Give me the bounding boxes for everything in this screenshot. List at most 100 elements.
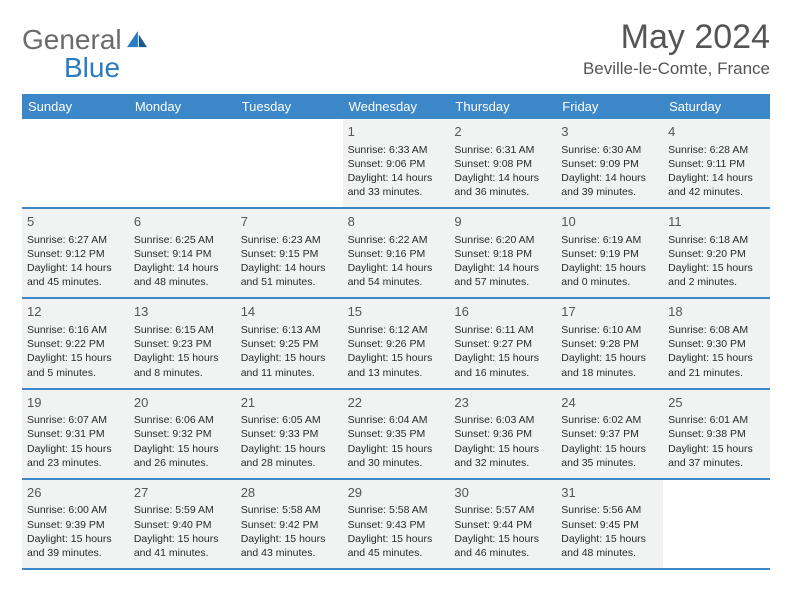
day-number: 24 — [561, 394, 658, 412]
sunrise-text: Sunrise: 5:58 AM — [348, 503, 445, 517]
day-number: 2 — [454, 123, 551, 141]
day-number: 18 — [668, 303, 765, 321]
daylight-text: Daylight: 15 hours and 5 minutes. — [27, 351, 124, 379]
day-cell: 9Sunrise: 6:20 AMSunset: 9:18 PMDaylight… — [449, 209, 556, 297]
sunrise-text: Sunrise: 6:12 AM — [348, 323, 445, 337]
day-number: 10 — [561, 213, 658, 231]
day-of-week-row: SundayMondayTuesdayWednesdayThursdayFrid… — [22, 94, 770, 119]
sunset-text: Sunset: 9:23 PM — [134, 337, 231, 351]
sunset-text: Sunset: 9:12 PM — [27, 247, 124, 261]
logo: GeneralBlue — [22, 18, 149, 82]
day-number: 21 — [241, 394, 338, 412]
sail-icon — [125, 26, 149, 54]
sunset-text: Sunset: 9:37 PM — [561, 427, 658, 441]
daylight-text: Daylight: 15 hours and 23 minutes. — [27, 442, 124, 470]
sunrise-text: Sunrise: 6:00 AM — [27, 503, 124, 517]
daylight-text: Daylight: 15 hours and 18 minutes. — [561, 351, 658, 379]
daylight-text: Daylight: 15 hours and 35 minutes. — [561, 442, 658, 470]
sunset-text: Sunset: 9:14 PM — [134, 247, 231, 261]
day-cell: 23Sunrise: 6:03 AMSunset: 9:36 PMDayligh… — [449, 390, 556, 478]
month-title: May 2024 — [583, 18, 770, 57]
day-number: 19 — [27, 394, 124, 412]
day-cell: 15Sunrise: 6:12 AMSunset: 9:26 PMDayligh… — [343, 299, 450, 387]
header: GeneralBlue May 2024 Beville-le-Comte, F… — [22, 18, 770, 82]
sunrise-text: Sunrise: 6:20 AM — [454, 233, 551, 247]
dow-sunday: Sunday — [22, 94, 129, 119]
sunrise-text: Sunrise: 5:59 AM — [134, 503, 231, 517]
day-cell: 10Sunrise: 6:19 AMSunset: 9:19 PMDayligh… — [556, 209, 663, 297]
sunset-text: Sunset: 9:32 PM — [134, 427, 231, 441]
sunset-text: Sunset: 9:31 PM — [27, 427, 124, 441]
daylight-text: Daylight: 15 hours and 48 minutes. — [561, 532, 658, 560]
sunset-text: Sunset: 9:22 PM — [27, 337, 124, 351]
daylight-text: Daylight: 14 hours and 51 minutes. — [241, 261, 338, 289]
sunset-text: Sunset: 9:20 PM — [668, 247, 765, 261]
daylight-text: Daylight: 15 hours and 28 minutes. — [241, 442, 338, 470]
sunset-text: Sunset: 9:11 PM — [668, 157, 765, 171]
sunrise-text: Sunrise: 6:18 AM — [668, 233, 765, 247]
day-cell — [129, 119, 236, 207]
day-cell: 11 Sunrise: 6:18 AMSunset: 9:20 PMDayligh… — [663, 209, 770, 297]
day-number: 8 — [348, 213, 445, 231]
day-number: 27 — [134, 484, 231, 502]
day-number: 5 — [27, 213, 124, 231]
day-number: 4 — [668, 123, 765, 141]
sunset-text: Sunset: 9:35 PM — [348, 427, 445, 441]
day-number: 7 — [241, 213, 338, 231]
sunset-text: Sunset: 9:15 PM — [241, 247, 338, 261]
sunrise-text: Sunrise: 6:22 AM — [348, 233, 445, 247]
day-cell: 26Sunrise: 6:00 AMSunset: 9:39 PMDayligh… — [22, 480, 129, 568]
sunrise-text: Sunrise: 6:07 AM — [27, 413, 124, 427]
day-number: 28 — [241, 484, 338, 502]
sunrise-text: Sunrise: 5:57 AM — [454, 503, 551, 517]
dow-wednesday: Wednesday — [343, 94, 450, 119]
daylight-text: Daylight: 14 hours and 39 minutes. — [561, 171, 658, 199]
sunset-text: Sunset: 9:08 PM — [454, 157, 551, 171]
sunset-text: Sunset: 9:16 PM — [348, 247, 445, 261]
daylight-text: Daylight: 15 hours and 39 minutes. — [27, 532, 124, 560]
week-row: 5Sunrise: 6:27 AMSunset: 9:12 PMDaylight… — [22, 209, 770, 299]
sunrise-text: Sunrise: 6:16 AM — [27, 323, 124, 337]
sunset-text: Sunset: 9:26 PM — [348, 337, 445, 351]
daylight-text: Daylight: 15 hours and 13 minutes. — [348, 351, 445, 379]
day-cell: 7Sunrise: 6:23 AMSunset: 9:15 PMDaylight… — [236, 209, 343, 297]
dow-thursday: Thursday — [449, 94, 556, 119]
sunset-text: Sunset: 9:30 PM — [668, 337, 765, 351]
day-cell: 29Sunrise: 5:58 AMSunset: 9:43 PMDayligh… — [343, 480, 450, 568]
title-block: May 2024 Beville-le-Comte, France — [583, 18, 770, 79]
sunrise-text: Sunrise: 6:11 AM — [454, 323, 551, 337]
daylight-text: Daylight: 14 hours and 36 minutes. — [454, 171, 551, 199]
daylight-text: Daylight: 15 hours and 2 minutes. — [668, 261, 765, 289]
sunset-text: Sunset: 9:27 PM — [454, 337, 551, 351]
day-cell: 16Sunrise: 6:11 AMSunset: 9:27 PMDayligh… — [449, 299, 556, 387]
daylight-text: Daylight: 14 hours and 45 minutes. — [27, 261, 124, 289]
day-cell: 22Sunrise: 6:04 AMSunset: 9:35 PMDayligh… — [343, 390, 450, 478]
day-number: 31 — [561, 484, 658, 502]
sunrise-text: Sunrise: 6:31 AM — [454, 143, 551, 157]
sunrise-text: Sunrise: 6:19 AM — [561, 233, 658, 247]
sunrise-text: Sunrise: 6:04 AM — [348, 413, 445, 427]
daylight-text: Daylight: 15 hours and 21 minutes. — [668, 351, 765, 379]
sunrise-text: Sunrise: 6:28 AM — [668, 143, 765, 157]
day-number: 6 — [134, 213, 231, 231]
day-cell: 20Sunrise: 6:06 AMSunset: 9:32 PMDayligh… — [129, 390, 236, 478]
day-cell — [22, 119, 129, 207]
day-number: 11 — [668, 213, 765, 231]
day-number: 20 — [134, 394, 231, 412]
day-number: 14 — [241, 303, 338, 321]
logo-word-blue: Blue — [64, 52, 120, 83]
daylight-text: Daylight: 14 hours and 54 minutes. — [348, 261, 445, 289]
dow-monday: Monday — [129, 94, 236, 119]
day-number: 26 — [27, 484, 124, 502]
day-number: 25 — [668, 394, 765, 412]
day-cell: 25Sunrise: 6:01 AMSunset: 9:38 PMDayligh… — [663, 390, 770, 478]
sunrise-text: Sunrise: 6:08 AM — [668, 323, 765, 337]
day-cell: 17Sunrise: 6:10 AMSunset: 9:28 PMDayligh… — [556, 299, 663, 387]
day-number: 23 — [454, 394, 551, 412]
day-cell: 18 Sunrise: 6:08 AMSunset: 9:30 PMDayligh… — [663, 299, 770, 387]
sunset-text: Sunset: 9:43 PM — [348, 518, 445, 532]
day-number: 30 — [454, 484, 551, 502]
daylight-text: Daylight: 14 hours and 48 minutes. — [134, 261, 231, 289]
week-row: 26Sunrise: 6:00 AMSunset: 9:39 PMDayligh… — [22, 480, 770, 570]
day-cell: 1Sunrise: 6:33 AMSunset: 9:06 PMDaylight… — [343, 119, 450, 207]
